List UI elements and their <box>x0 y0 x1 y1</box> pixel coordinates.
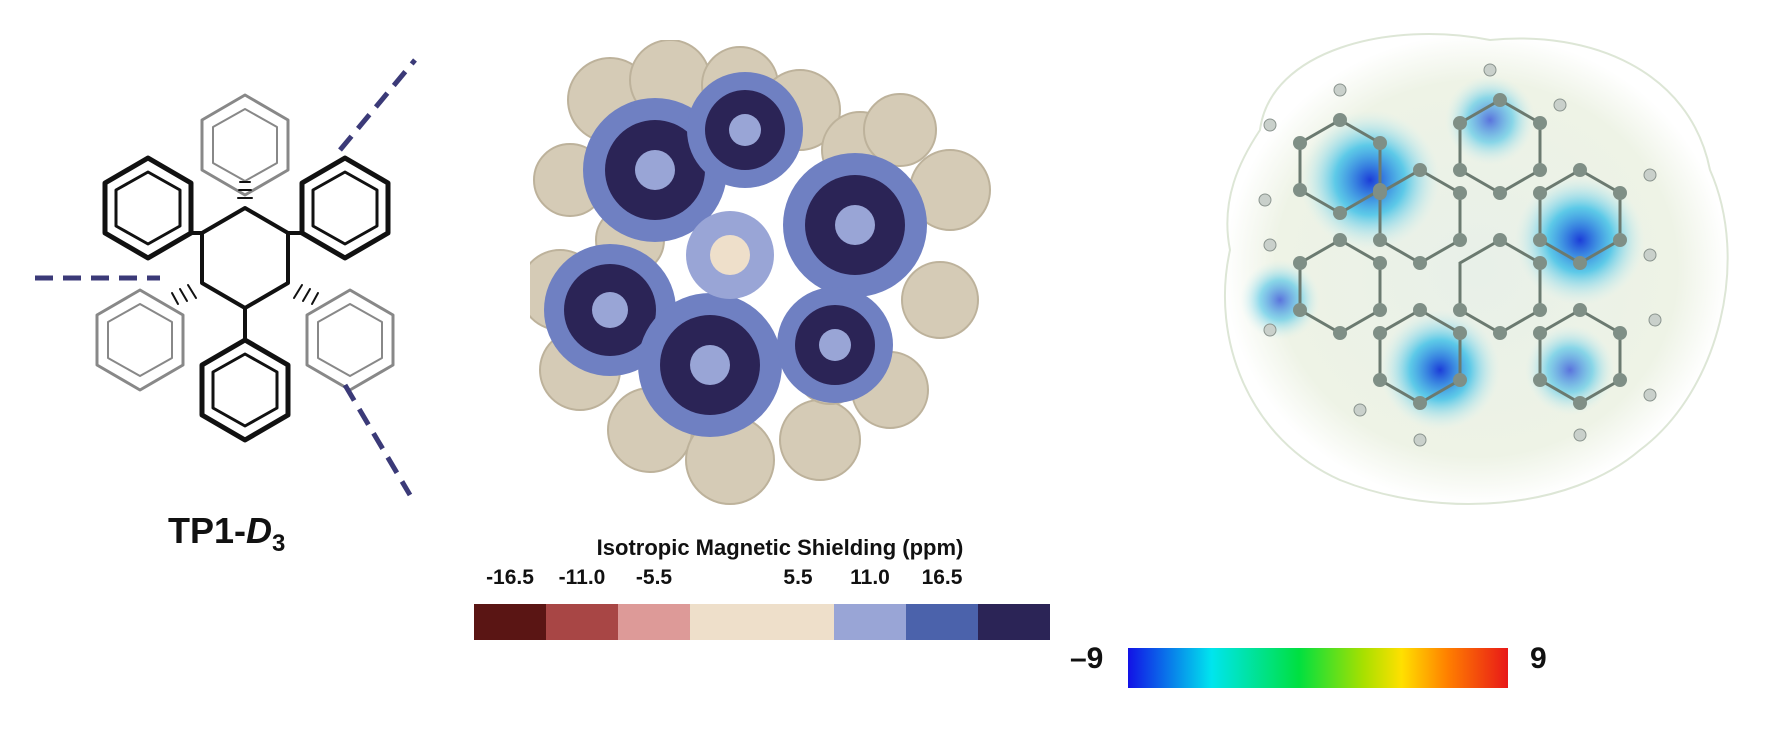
shielding-color-swatch <box>978 604 1050 640</box>
shielding-tick: 16.5 <box>921 566 963 589</box>
shielding-tick: -5.5 <box>635 566 673 589</box>
esp-max-label: 9 <box>1530 642 1547 675</box>
shielding-color-swatch <box>618 604 690 640</box>
esp-min-label: –9 <box>1070 642 1104 675</box>
esp-panel: –9 9 <box>1070 10 1778 740</box>
esp-surface-image <box>1223 33 1729 505</box>
shielding-tick: -11.0 <box>558 566 606 589</box>
shielding-map-image <box>519 39 991 505</box>
shielding-color-swatch <box>546 604 618 640</box>
compound-label-subscript: 3 <box>272 530 286 558</box>
shielding-panel: Isotropic Magnetic Shielding (ppm) -16.5… <box>474 39 1130 740</box>
shielding-color-scale <box>474 604 1050 640</box>
molecule-structure-drawing <box>35 58 417 497</box>
shielding-tick: 5.5 <box>783 566 813 589</box>
shielding-legend-title: Isotropic Magnetic Shielding (ppm) <box>596 535 964 560</box>
compound-label-symbol: D <box>246 510 273 551</box>
shielding-tick: -16.5 <box>486 566 534 589</box>
shielding-color-swatch <box>474 604 546 640</box>
structure-panel: TP1-D3 <box>0 0 520 600</box>
shielding-color-swatch <box>834 604 906 640</box>
shielding-color-swatch <box>906 604 978 640</box>
compound-label-prefix: TP1- <box>168 510 247 551</box>
shielding-color-swatch <box>690 604 762 640</box>
esp-color-scale <box>1128 648 1508 688</box>
compound-label: TP1-D3 <box>168 510 285 558</box>
shielding-color-swatch <box>762 604 834 640</box>
shielding-tick: 11.0 <box>850 566 890 589</box>
